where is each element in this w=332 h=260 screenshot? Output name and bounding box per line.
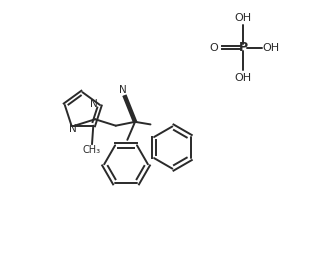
Text: CH₃: CH₃ bbox=[83, 145, 101, 155]
Text: O: O bbox=[210, 43, 218, 53]
Text: N: N bbox=[69, 124, 77, 134]
Text: OH: OH bbox=[235, 73, 252, 82]
Text: P: P bbox=[239, 41, 248, 54]
Text: OH: OH bbox=[262, 43, 279, 53]
Text: N: N bbox=[119, 86, 126, 95]
Text: N: N bbox=[91, 100, 98, 109]
Text: OH: OH bbox=[235, 13, 252, 23]
